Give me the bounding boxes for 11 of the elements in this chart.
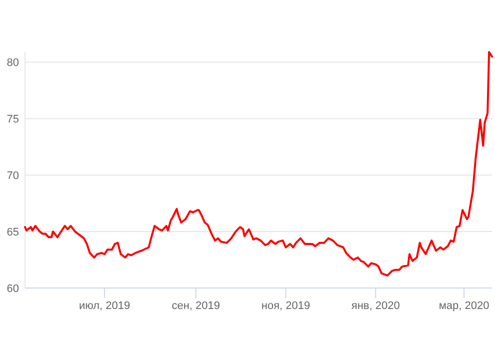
y-tick-label: 65: [6, 226, 19, 238]
x-tick-label: сен, 2019: [172, 300, 220, 312]
y-tick-label: 80: [6, 57, 19, 70]
y-tick-label: 70: [6, 170, 19, 182]
x-tick-label: ноя, 2019: [261, 300, 310, 312]
y-tick-label: 75: [6, 113, 19, 126]
x-tick-label: янв, 2020: [351, 300, 400, 312]
line-series: [24, 51, 493, 277]
y-tick-label: 60: [6, 282, 19, 295]
x-tick-label: мар, 2020: [438, 300, 490, 312]
x-tick-label: июл, 2019: [78, 300, 130, 312]
